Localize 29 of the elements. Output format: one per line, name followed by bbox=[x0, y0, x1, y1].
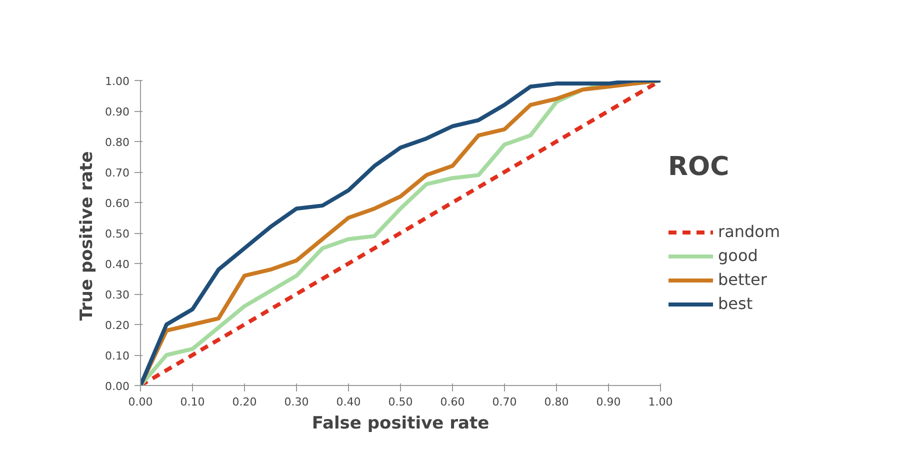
y-tick-label: 1.00 bbox=[105, 75, 130, 88]
x-tick-label: 0.10 bbox=[180, 396, 205, 408]
y-tick-label: 0.30 bbox=[105, 288, 130, 302]
legend-label: best bbox=[718, 294, 753, 313]
x-tick-label: 0.30 bbox=[284, 396, 309, 408]
x-tick-label: 0.90 bbox=[596, 396, 621, 408]
legend-label: good bbox=[718, 246, 758, 265]
x-tick-label: 0.50 bbox=[388, 396, 413, 408]
text: ROC bbox=[668, 152, 730, 182]
x-axis-title: False positive rate bbox=[312, 414, 490, 434]
x-tick-label: 0.20 bbox=[232, 396, 257, 408]
y-tick-label: 0.50 bbox=[105, 228, 130, 240]
y-tick-label: 0.10 bbox=[105, 350, 130, 362]
x-tick-label: 0.60 bbox=[440, 396, 465, 408]
y-tick-label: 0.00 bbox=[105, 380, 130, 393]
legend-label: better bbox=[718, 270, 767, 289]
legend-label: random bbox=[718, 222, 780, 241]
x-tick-label: 0.40 bbox=[336, 396, 361, 408]
y-tick-label: 0.90 bbox=[105, 106, 130, 118]
y-tick-label: 0.70 bbox=[105, 166, 130, 180]
y-tick-label: 0.80 bbox=[105, 136, 130, 149]
x-tick-label: 0.80 bbox=[544, 396, 569, 408]
y-tick-label: 0.40 bbox=[105, 258, 130, 271]
y-axis-title: True positive rate bbox=[77, 151, 98, 321]
x-tick-label: 0.70 bbox=[492, 396, 517, 408]
y-tick-label: 0.20 bbox=[105, 319, 130, 332]
x-tick-label: 0.00 bbox=[128, 396, 153, 408]
y-tick-label: 0.60 bbox=[105, 197, 130, 210]
x-tick-label: 1.00 bbox=[648, 396, 673, 408]
